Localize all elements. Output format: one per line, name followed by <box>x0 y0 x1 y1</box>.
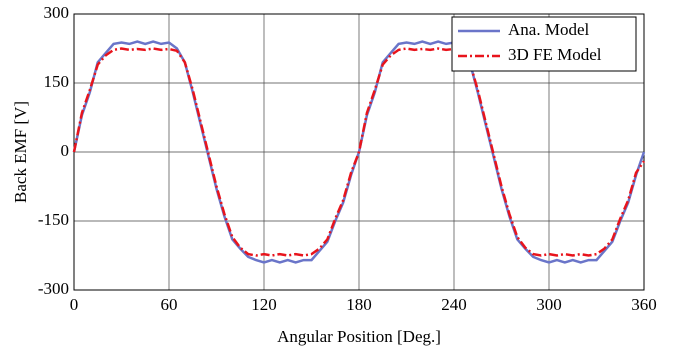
legend-box <box>451 16 637 72</box>
x-tick-label: 180 <box>346 295 372 314</box>
x-tick-label: 0 <box>70 295 79 314</box>
y-axis-label: Back EMF [V] <box>11 101 30 203</box>
legend-label: Ana. Model <box>508 20 589 39</box>
y-tick-label: -300 <box>38 279 69 298</box>
x-tick-label: 60 <box>161 295 178 314</box>
series-line <box>72 47 646 257</box>
x-tick-label: 120 <box>251 295 277 314</box>
y-tick-label: 300 <box>44 3 70 22</box>
y-tick-label: 150 <box>44 72 70 91</box>
y-tick-label: -150 <box>38 210 69 229</box>
x-axis-label: Angular Position [Deg.] <box>277 327 441 346</box>
x-tick-label: 240 <box>441 295 467 314</box>
y-tick-label: 0 <box>61 141 70 160</box>
legend-label: 3D FE Model <box>508 45 602 64</box>
x-tick-label: 300 <box>536 295 562 314</box>
x-tick-label: 360 <box>631 295 657 314</box>
